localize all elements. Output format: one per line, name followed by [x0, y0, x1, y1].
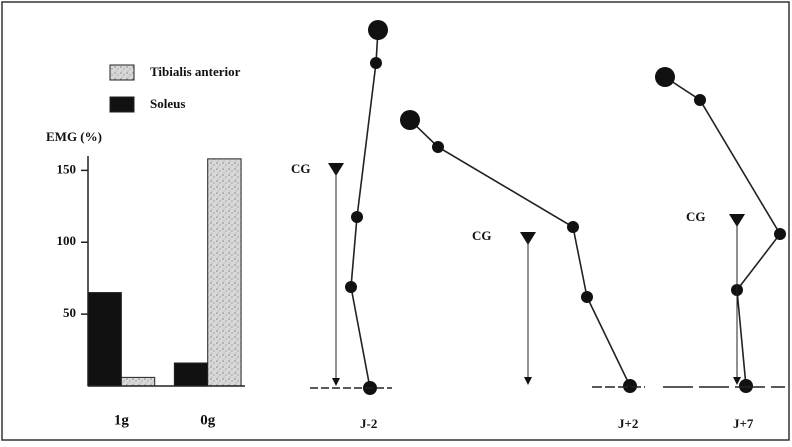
bar: [120, 376, 156, 387]
day-label: J+2: [618, 416, 638, 431]
joint: [567, 221, 579, 233]
joint: [739, 379, 753, 393]
y-tick-label: 50: [63, 305, 76, 320]
joint: [623, 379, 637, 393]
day-label: J-2: [360, 416, 377, 431]
posture-line: [409, 119, 631, 387]
y-tick-label: 100: [57, 233, 77, 248]
cg-marker: [729, 214, 745, 227]
y-tick-label: 150: [57, 161, 77, 176]
joint: [774, 228, 786, 240]
posture-line: [664, 76, 781, 387]
joint: [432, 141, 444, 153]
legend-swatch: [109, 64, 135, 81]
cg-arrow: [733, 377, 741, 385]
y-axis-label: EMG (%): [46, 129, 102, 144]
cg-marker: [328, 163, 344, 176]
cg-marker: [520, 232, 536, 245]
posture-figures: [310, 20, 786, 395]
cg-label: CG: [686, 209, 706, 224]
head: [368, 20, 388, 40]
x-tick-label: 1g: [114, 412, 130, 428]
joint: [345, 281, 357, 293]
bar: [207, 158, 242, 387]
x-tick-label: 0g: [200, 412, 216, 428]
cg-label: CG: [472, 228, 492, 243]
head: [400, 110, 420, 130]
legend-label: Soleus: [150, 96, 185, 111]
joint: [581, 291, 593, 303]
cg-arrow: [332, 378, 340, 386]
joint: [370, 57, 382, 69]
legend-swatch: [109, 96, 135, 113]
cg-label: CG: [291, 161, 311, 176]
bar: [87, 292, 122, 387]
head: [655, 67, 675, 87]
posture-line: [350, 29, 379, 389]
joint: [694, 94, 706, 106]
legend-label: Tibialis anterior: [150, 64, 241, 79]
joint: [351, 211, 363, 223]
cg-arrow: [524, 377, 532, 385]
bar: [173, 362, 209, 387]
day-label: J+7: [733, 416, 754, 431]
